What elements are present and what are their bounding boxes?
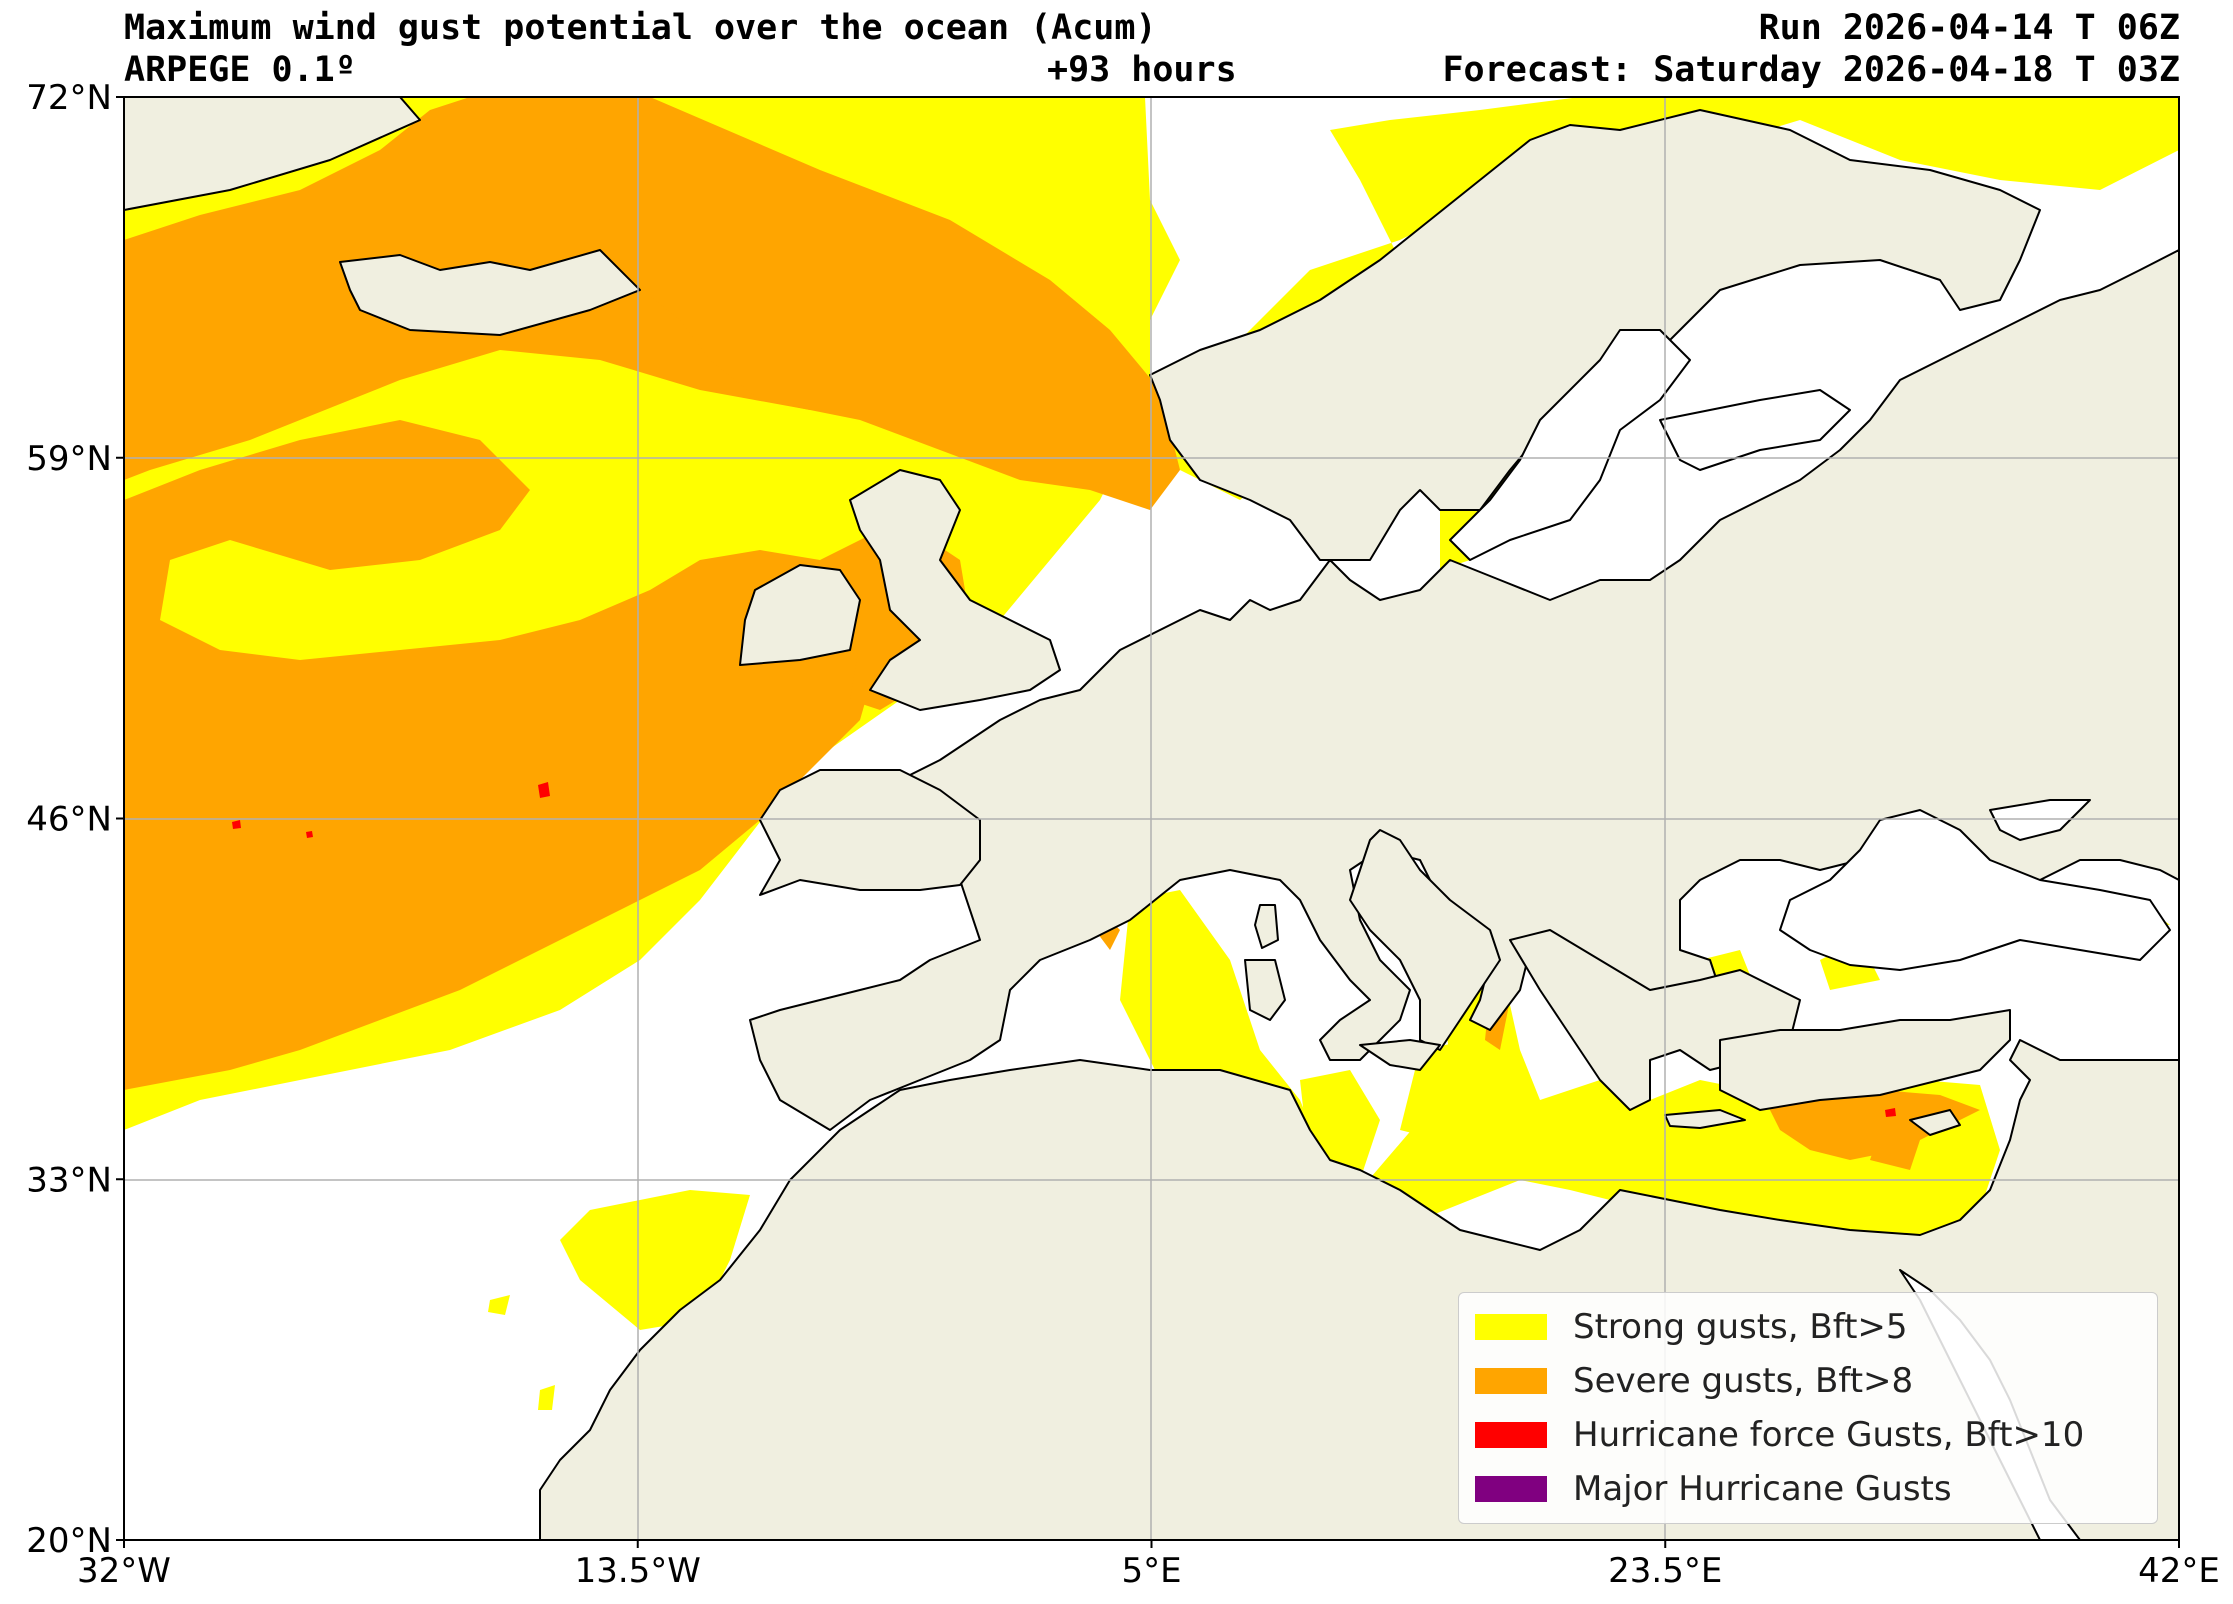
italy [1349,829,1501,1051]
y-tick-label: 33°N [26,1160,112,1200]
y-tick-label: 20°N [26,1521,112,1561]
sicily [1359,1039,1441,1071]
finland-coast [1659,389,1851,471]
sardinia [1244,959,1286,1021]
y-tick-labels: 72°N 59°N 46°N 33°N 20°N [26,78,124,1561]
scandinavia [1149,109,2041,561]
crete [1664,1109,1746,1129]
lead-time-label: +93 hours [1047,50,1237,90]
x-tick-label: 23.5°E [1608,1551,1722,1591]
iberia [759,769,981,896]
legend-label-severe: Severe gusts, Bft>8 [1573,1361,1914,1401]
x-tick-label: 42°E [2138,1551,2220,1591]
x-tick-label: 32°W [77,1551,171,1591]
model-label: ARPEGE 0.1º [124,50,356,90]
legend-item-major: Major Hurricane Gusts [1475,1469,1952,1509]
turkey [1719,1009,2011,1111]
x-tick-label: 5°E [1121,1551,1181,1591]
x-tick-labels: 32°W 13.5°W 5°E 23.5°E 42°E [77,1540,2220,1591]
map-title: Maximum wind gust potential over the oce… [124,8,1157,48]
legend-label-hurricane: Hurricane force Gusts, Bft>10 [1573,1415,2085,1455]
legend-swatch-hurricane [1475,1422,1547,1448]
y-tick-label: 46°N [26,800,112,840]
legend-item-strong: Strong gusts, Bft>5 [1475,1307,1908,1347]
corsica [1254,904,1279,949]
x-tick-label: 13.5°W [575,1551,701,1591]
legend: Strong gusts, Bft>5 Severe gusts, Bft>8 … [1458,1292,2158,1524]
azov-sea [1989,799,2091,841]
baltic-sea [1449,329,1691,561]
forecast-label: Forecast: Saturday 2026-04-18 T 03Z [1442,50,2180,90]
legend-label-major: Major Hurricane Gusts [1573,1469,1952,1509]
ireland [739,564,861,666]
great-britain [849,469,1061,711]
run-label: Run 2026-04-14 T 06Z [1758,8,2180,48]
legend-swatch-strong [1475,1314,1547,1340]
legend-item-hurricane: Hurricane force Gusts, Bft>10 [1475,1415,2084,1455]
legend-swatch-major [1475,1476,1547,1502]
legend-item-severe: Severe gusts, Bft>8 [1475,1361,1913,1401]
cyprus [1909,1109,1961,1136]
greenland [124,97,421,211]
legend-label-strong: Strong gusts, Bft>5 [1573,1307,1908,1347]
iceland [339,249,641,336]
y-tick-label: 72°N [26,78,112,118]
legend-swatch-severe [1475,1368,1547,1394]
y-tick-label: 59°N [26,439,112,479]
hurricane-gusts-area [232,782,1896,1117]
graticule [124,97,2179,1540]
